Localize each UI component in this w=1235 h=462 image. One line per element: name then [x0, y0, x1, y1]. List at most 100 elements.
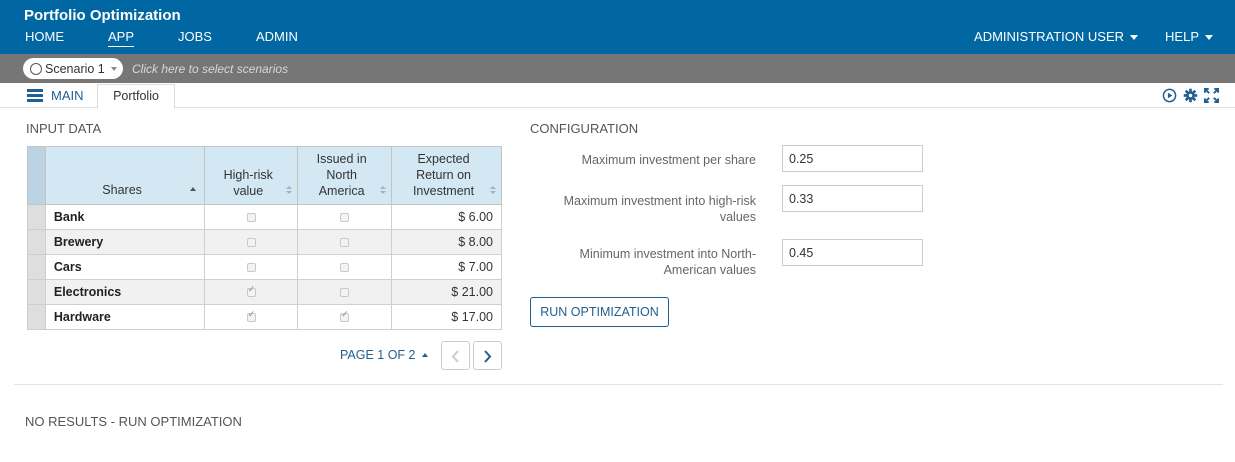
checkbox-cell — [297, 229, 393, 255]
row-selector[interactable] — [27, 279, 46, 305]
checkbox-cell — [297, 204, 393, 230]
help-menu-label: HELP — [1165, 29, 1199, 44]
north-america-checkbox[interactable] — [340, 288, 350, 297]
view-toolbar — [1156, 88, 1219, 103]
checkbox-cell — [204, 254, 299, 280]
min-investment-north-america-input[interactable] — [782, 239, 923, 266]
share-name: Electronics — [44, 279, 206, 305]
sort-icon — [490, 186, 496, 195]
caret-down-icon — [1130, 34, 1139, 40]
checkbox-cell — [297, 279, 393, 305]
sort-icon — [380, 186, 387, 195]
expected-return: $ 7.00 — [391, 254, 502, 280]
column-header-high-risk[interactable]: High-risk value — [204, 146, 299, 205]
high-risk-checkbox[interactable] — [246, 213, 256, 222]
tab-bar: MAIN Portfolio — [0, 83, 1235, 109]
app-title: Portfolio Optimization — [24, 7, 181, 24]
checkbox-cell — [204, 279, 299, 305]
config-label-max-high-risk: Maximum investment into high-risk values — [563, 194, 756, 224]
next-page-button[interactable] — [473, 341, 502, 370]
table-row[interactable]: Brewery $ 8.00 — [27, 229, 502, 255]
config-label-min-north-america: Minimum investment into North-American v… — [579, 247, 756, 277]
table-row[interactable]: Bank $ 6.00 — [27, 204, 502, 230]
gear-icon[interactable] — [1183, 88, 1198, 103]
input-data-table: Shares High-risk value Issued in North A… — [27, 146, 502, 330]
checkbox-cell — [297, 304, 393, 330]
input-data-title: INPUT DATA — [26, 121, 102, 136]
help-menu[interactable]: HELP — [1165, 29, 1213, 45]
north-america-checkbox[interactable] — [340, 263, 350, 272]
expected-return: $ 6.00 — [391, 204, 502, 230]
row-selector[interactable] — [27, 204, 46, 230]
max-investment-high-risk-input[interactable] — [782, 185, 923, 212]
share-name: Hardware — [44, 304, 206, 330]
high-risk-checkbox[interactable] — [246, 285, 256, 297]
sort-ascending-icon — [190, 187, 197, 191]
north-america-checkbox[interactable] — [340, 213, 350, 222]
nav-admin[interactable]: ADMIN — [255, 29, 298, 44]
table-row[interactable]: Hardware $ 17.00 — [27, 304, 502, 330]
row-selector[interactable] — [27, 254, 46, 280]
checkbox-cell — [204, 229, 299, 255]
column-header-label: Issued in North America — [316, 152, 367, 198]
play-circle-icon[interactable] — [1162, 88, 1177, 103]
checkbox-cell — [204, 304, 299, 330]
configuration-title: CONFIGURATION — [530, 121, 639, 136]
scenario-radio-icon — [30, 62, 42, 75]
column-header-label: High-risk value — [223, 168, 273, 198]
previous-page-button[interactable] — [441, 341, 470, 370]
checkbox-cell — [204, 204, 299, 230]
north-america-checkbox[interactable] — [340, 238, 350, 247]
row-selector[interactable] — [27, 304, 46, 330]
table-row[interactable]: Cars $ 7.00 — [27, 254, 502, 280]
checkbox-cell — [297, 254, 393, 280]
app-header: Portfolio Optimization HOME APP JOBS ADM… — [0, 0, 1235, 54]
nav-home[interactable]: HOME — [25, 29, 64, 44]
user-menu-label: ADMINISTRATION USER — [974, 29, 1125, 44]
north-america-checkbox[interactable] — [340, 310, 350, 322]
column-header-label: Expected Return on Investment — [412, 152, 475, 198]
expand-icon[interactable] — [1204, 88, 1219, 103]
chevron-down-icon — [111, 67, 117, 71]
sort-icon — [286, 186, 293, 195]
section-divider — [14, 384, 1223, 385]
row-selector-header[interactable] — [27, 146, 46, 205]
scenario-hint[interactable]: Click here to select scenarios — [132, 62, 289, 76]
expected-return: $ 21.00 — [391, 279, 502, 305]
caret-up-icon — [421, 353, 428, 357]
user-menu[interactable]: ADMINISTRATION USER — [974, 29, 1139, 45]
row-selector[interactable] — [27, 229, 46, 255]
header-right-menus: ADMINISTRATION USER HELP — [947, 29, 1213, 45]
pagination-text: PAGE 1 OF 2 — [340, 348, 416, 362]
high-risk-checkbox[interactable] — [246, 263, 256, 272]
config-label-max-per-share: Maximum investment per share — [581, 153, 756, 167]
chevron-left-icon — [451, 350, 459, 363]
column-header-shares[interactable]: Shares — [44, 146, 206, 205]
run-optimization-button[interactable]: RUN OPTIMIZATION — [530, 297, 669, 327]
pagination-label[interactable]: PAGE 1 OF 2 — [340, 348, 428, 362]
caret-down-icon — [1205, 34, 1213, 40]
column-header-north-america[interactable]: Issued in North America — [297, 146, 393, 205]
scenario-name: Scenario 1 — [45, 61, 105, 76]
expected-return: $ 17.00 — [391, 304, 502, 330]
high-risk-checkbox[interactable] — [246, 238, 256, 247]
share-name: Bank — [44, 204, 206, 230]
share-name: Cars — [44, 254, 206, 280]
main-nav: HOME APP JOBS ADMIN — [25, 29, 342, 47]
nav-app[interactable]: APP — [108, 29, 135, 47]
expected-return: $ 8.00 — [391, 229, 502, 255]
chevron-right-icon — [484, 350, 492, 363]
hamburger-menu-icon[interactable] — [27, 89, 43, 102]
results-message: NO RESULTS - RUN OPTIMIZATION — [25, 414, 242, 429]
scenario-bar: Scenario 1 Click here to select scenario… — [0, 54, 1235, 83]
max-investment-per-share-input[interactable] — [782, 145, 923, 172]
nav-jobs[interactable]: JOBS — [178, 29, 212, 44]
table-row[interactable]: Electronics $ 21.00 — [27, 279, 502, 305]
main-menu-label[interactable]: MAIN — [51, 88, 84, 103]
share-name: Brewery — [44, 229, 206, 255]
scenario-selector[interactable]: Scenario 1 — [23, 58, 123, 79]
high-risk-checkbox[interactable] — [246, 310, 256, 322]
column-header-label: Shares — [102, 183, 142, 197]
tab-portfolio[interactable]: Portfolio — [97, 84, 175, 109]
column-header-expected-return[interactable]: Expected Return on Investment — [391, 146, 502, 205]
